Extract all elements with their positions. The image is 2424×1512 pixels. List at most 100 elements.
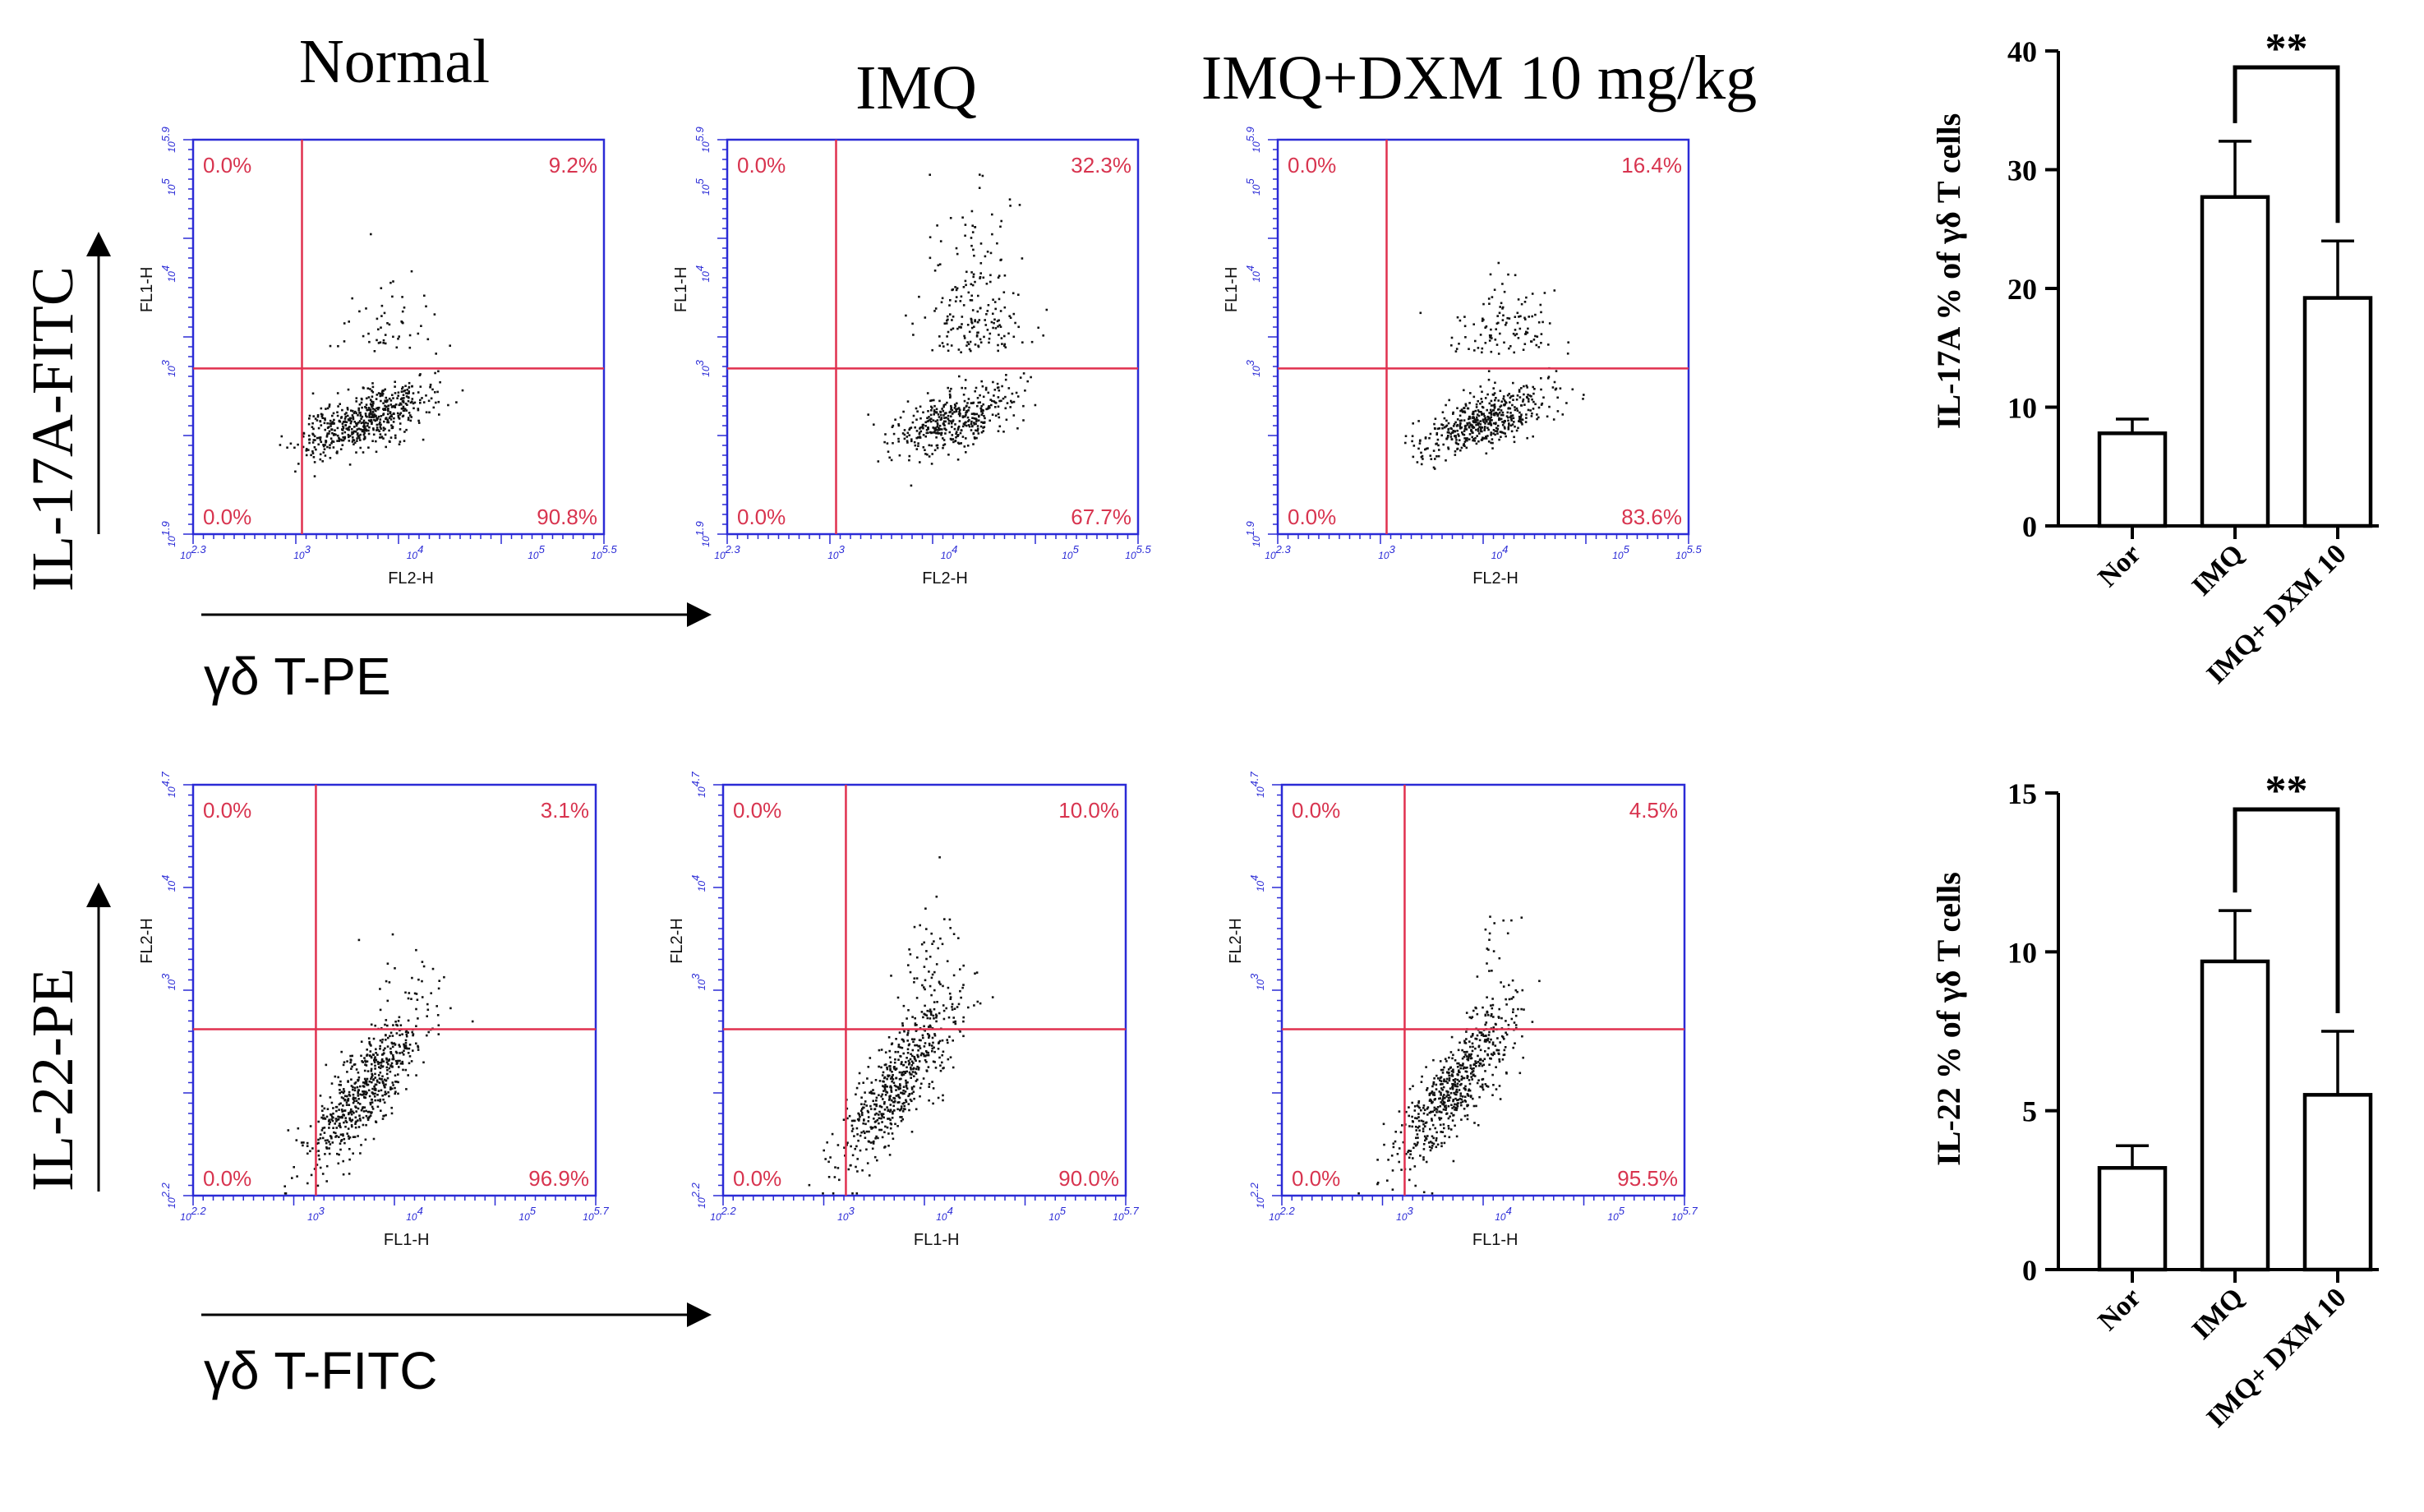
event-dot <box>431 388 434 391</box>
event-dot <box>982 426 984 429</box>
event-dot <box>883 1086 886 1088</box>
event-dot <box>1486 962 1488 965</box>
event-dot <box>1436 1143 1440 1146</box>
event-dot <box>1503 1038 1505 1040</box>
event-dot <box>892 1074 894 1076</box>
event-dot <box>1447 1096 1450 1099</box>
event-dot <box>1451 1073 1454 1076</box>
event-dot <box>947 330 950 334</box>
event-dot <box>1463 433 1466 436</box>
event-dot <box>395 1052 399 1054</box>
event-dot <box>1454 436 1458 439</box>
event-dot <box>974 390 976 393</box>
event-dot <box>1509 396 1512 399</box>
event-dot <box>341 439 343 442</box>
event-dot <box>1509 416 1512 418</box>
event-dot <box>1419 1155 1422 1157</box>
event-dot <box>376 317 379 320</box>
event-dot <box>952 933 956 935</box>
event-dot <box>321 1109 324 1112</box>
event-dot <box>931 453 933 455</box>
event-dot <box>330 1082 334 1085</box>
event-dot <box>389 1086 392 1089</box>
event-dot <box>1492 950 1495 952</box>
event-dot <box>426 1034 428 1037</box>
event-dot <box>1537 416 1540 419</box>
event-dot <box>324 417 326 420</box>
event-dot <box>902 1052 905 1055</box>
y-tick-label: 103 <box>159 359 177 376</box>
event-dot <box>953 403 956 406</box>
event-dot <box>1452 1159 1455 1163</box>
event-dot <box>356 440 358 442</box>
event-dot <box>992 298 994 301</box>
event-dot <box>402 407 405 410</box>
event-dot <box>1495 328 1497 330</box>
event-dot <box>1486 1039 1489 1042</box>
event-dot <box>1387 1159 1389 1161</box>
event-dot <box>1461 1100 1464 1103</box>
event-dot <box>380 415 383 417</box>
event-dot <box>1524 333 1527 335</box>
flow-y-axis-name: FL2-H <box>1227 918 1245 964</box>
event-dot <box>1045 308 1048 311</box>
event-dot <box>1454 1124 1456 1127</box>
event-dot <box>399 413 402 416</box>
event-dot <box>1525 385 1528 387</box>
event-dot <box>952 1040 954 1042</box>
event-dot <box>317 1150 320 1152</box>
event-dot <box>397 338 399 340</box>
event-dot <box>1424 436 1427 439</box>
event-dot <box>1432 1058 1435 1062</box>
event-dot <box>362 1123 365 1127</box>
event-dot <box>1419 311 1422 315</box>
event-dot <box>330 1136 333 1140</box>
event-dot <box>924 979 927 982</box>
event-dot <box>1499 1041 1501 1044</box>
event-dot <box>350 1085 353 1087</box>
event-dot <box>409 414 412 417</box>
event-dot <box>408 334 412 337</box>
event-dot <box>1524 421 1528 423</box>
event-dot <box>376 408 380 411</box>
event-dot <box>1426 1106 1430 1109</box>
event-dot <box>369 399 372 401</box>
event-dot <box>846 1141 849 1144</box>
event-dot <box>1469 392 1472 394</box>
event-dot <box>1482 302 1485 306</box>
event-dot <box>928 1042 931 1045</box>
event-dot <box>371 382 374 385</box>
event-dot <box>394 434 397 437</box>
event-dot <box>999 225 1002 228</box>
event-dot <box>967 424 970 426</box>
event-dot <box>1484 326 1486 329</box>
event-dot <box>373 1095 376 1098</box>
event-dot <box>415 993 418 995</box>
event-dot <box>1497 321 1500 325</box>
event-dot <box>1540 377 1542 380</box>
event-dot <box>357 938 361 942</box>
event-dot <box>1441 1083 1444 1086</box>
event-dot <box>1436 1131 1438 1134</box>
event-dots <box>283 933 474 1195</box>
event-dot <box>1451 1087 1454 1090</box>
event-dot <box>993 394 995 397</box>
event-dot <box>1498 1016 1500 1019</box>
event-dot <box>325 434 329 437</box>
event-dot <box>897 440 900 443</box>
event-dot <box>366 387 370 390</box>
event-dot <box>1003 344 1006 348</box>
event-dot <box>933 940 935 943</box>
event-dot <box>385 1057 388 1060</box>
event-dot <box>366 1070 370 1072</box>
event-dot <box>831 1132 834 1136</box>
event-dot <box>1454 1083 1457 1086</box>
event-dot <box>925 950 928 952</box>
event-dot <box>1434 458 1436 460</box>
event-dot <box>1034 403 1037 407</box>
y-tick-label: 102.2 <box>689 1182 707 1209</box>
event-dot <box>1491 970 1493 972</box>
event-dot <box>1394 1140 1397 1143</box>
event-dot <box>307 422 311 426</box>
event-dot <box>382 426 385 429</box>
